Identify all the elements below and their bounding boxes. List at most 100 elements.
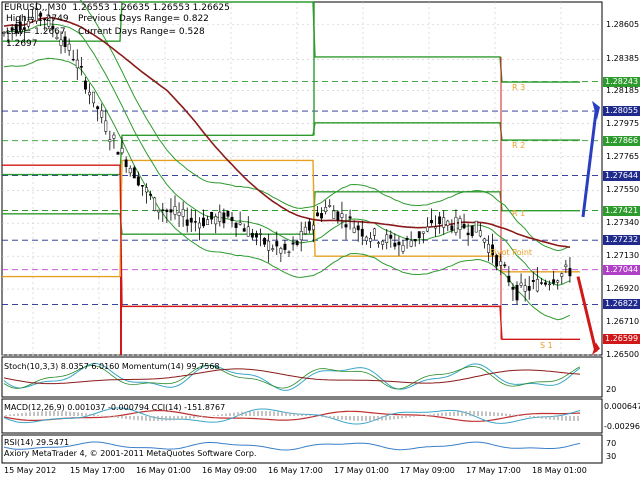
stoch-scale-bottom: 20 (606, 385, 617, 394)
candle-body (71, 58, 75, 61)
candle-body (531, 280, 535, 282)
candle-body (474, 220, 478, 233)
candle-body (389, 234, 393, 239)
candle-body (267, 240, 271, 251)
candle-body (222, 212, 226, 224)
time-tick-label: 17 May 01:00 (334, 466, 389, 475)
candle-body (401, 244, 405, 252)
price-level-box: 1.27232 (603, 235, 640, 246)
candle-body (43, 18, 47, 21)
r1-label: R 1 (512, 208, 526, 218)
candle-body (413, 238, 417, 242)
arrow-head-up (592, 100, 600, 120)
candle-body (503, 264, 507, 267)
candle-body (409, 240, 413, 247)
candle-body (22, 27, 26, 30)
time-tick-label: 16 May 17:00 (268, 466, 323, 475)
candle-body (177, 212, 181, 216)
candle-body (92, 91, 96, 104)
candle-body (491, 244, 495, 256)
candle-body (544, 282, 547, 285)
candle-body (303, 226, 307, 234)
candle-body (377, 242, 381, 244)
time-tick-label: 17 May 17:00 (466, 466, 521, 475)
candle-body (14, 24, 18, 34)
candle-body (348, 216, 352, 219)
candle-body (552, 279, 556, 284)
candle-body (149, 193, 153, 196)
price-level-box: 1.26599 (603, 334, 640, 345)
rsi-line (3, 441, 581, 451)
time-tick-label: 17 May 09:00 (400, 466, 455, 475)
time-tick-label: 16 May 09:00 (202, 466, 257, 475)
candle-body (238, 222, 242, 225)
price-level-box: 1.27866 (603, 135, 640, 146)
candle-body (226, 211, 230, 217)
candle-body (368, 237, 372, 242)
price-tick-label: 1.27130 (606, 251, 640, 261)
macd-scale-top: 0.000647 (604, 402, 640, 411)
candle-body (373, 228, 376, 236)
candle-body (523, 285, 527, 292)
s1-label: S 1 (540, 340, 553, 350)
candle-body (495, 255, 499, 267)
candle-body (2, 32, 6, 34)
candle-body (234, 222, 238, 228)
copyright-text: Axiory MetaTrader 4, © 2001-2011 MetaQuo… (4, 449, 257, 458)
candle-body (307, 221, 311, 231)
candle-body (202, 217, 205, 227)
candle-body (181, 209, 185, 217)
candle-body (364, 236, 368, 241)
momentum-line (3, 368, 581, 385)
current-days-range: Current Days Range= 0.528 (78, 27, 205, 37)
price-level-box: 1.26822 (603, 299, 640, 310)
macd-main (3, 410, 581, 422)
candle-body (275, 241, 279, 247)
time-tick-label: 15 May 17:00 (70, 466, 125, 475)
candle-body (556, 280, 560, 283)
candle-body (250, 232, 254, 238)
forecast-arrow-down (576, 276, 598, 353)
high-value: High= 1.2749 (6, 14, 69, 24)
candle-body (515, 284, 519, 301)
candle-body (112, 134, 116, 139)
price-tick-label: 1.27550 (606, 185, 640, 195)
candle-body (421, 231, 425, 234)
candle-body (35, 8, 39, 22)
price-tick-label: 1.28385 (606, 54, 640, 64)
candle-body (271, 248, 275, 251)
candle-body (185, 219, 189, 226)
candle-body (482, 238, 486, 243)
r2-label: R 2 (512, 141, 526, 151)
candle-body (67, 43, 71, 51)
price-tick-label: 1.26500 (606, 350, 640, 359)
candle-body (560, 273, 564, 277)
candle-body (434, 226, 438, 229)
candle-body (120, 147, 124, 154)
candle-body (47, 15, 51, 27)
candle-body (324, 207, 328, 212)
candle-body (332, 210, 336, 219)
candle-body (206, 219, 210, 225)
rsi-scale-top: 70 (606, 439, 617, 448)
candle-body (535, 279, 539, 292)
candle-body (385, 234, 389, 243)
candle-body (320, 213, 324, 219)
time-tick-label: 15 May 2012 (4, 466, 57, 475)
candle-body (336, 211, 340, 221)
price-level-box: 1.28243 (603, 76, 640, 87)
candle-body (454, 216, 458, 233)
candle-body (189, 217, 193, 223)
candle-body (140, 185, 144, 187)
price-tick-label: 1.26710 (606, 317, 640, 327)
candle-body (381, 240, 385, 245)
candle-body (254, 233, 258, 238)
s1-line (2, 164, 580, 341)
symbol-header: EURUSD,,M30 1.26553 1.26635 1.26553 1.26… (4, 3, 230, 13)
pivot-line (2, 159, 580, 278)
candle-body (39, 12, 43, 17)
candle-body (210, 212, 214, 220)
candle-body (438, 216, 442, 225)
